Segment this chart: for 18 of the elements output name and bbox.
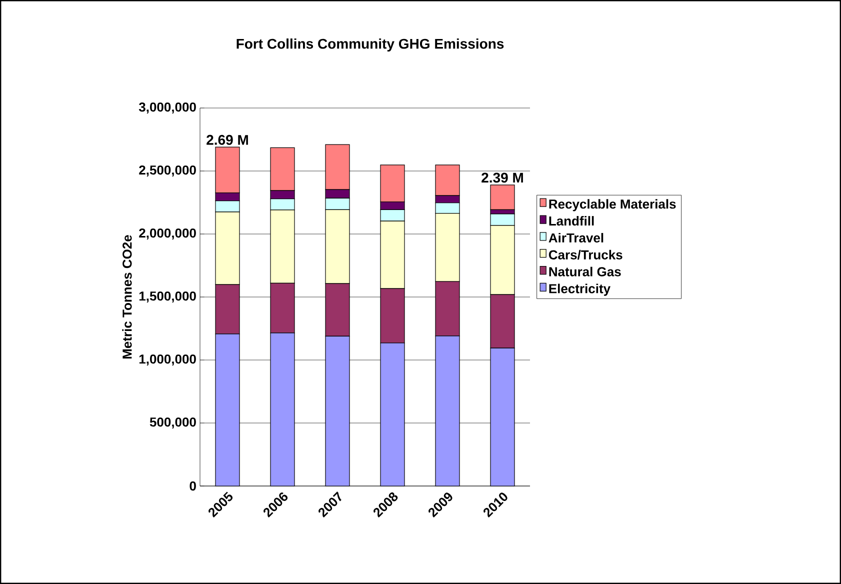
legend-label: Electricity xyxy=(549,284,610,296)
y-tick-label: 1,500,000 xyxy=(139,291,196,303)
y-axis-title: Metric Tonnes CO2e xyxy=(122,235,132,359)
legend-label: Cars/Trucks xyxy=(548,250,622,260)
legend-label: Landfill xyxy=(549,216,594,226)
annotation: 2.69 M xyxy=(206,134,248,145)
legend-label: AirTravel xyxy=(548,232,604,243)
y-tick-label: 2,000,000 xyxy=(139,228,196,240)
legend-label: Recyclable Materials xyxy=(549,199,676,212)
bar xyxy=(490,184,515,210)
y-tick-label: 3,000,000 xyxy=(138,102,196,114)
annotation: 2.39 M xyxy=(482,172,523,183)
legend-label: Natural Gas xyxy=(549,266,621,276)
chart-title: Fort Collins Community GHG Emissions xyxy=(236,38,504,52)
y-tick-label: 2,500,000 xyxy=(139,165,196,177)
y-tick-label: 500,000 xyxy=(150,417,196,429)
y-tick-label: 0 xyxy=(190,481,196,491)
y-tick-label: 1,000,000 xyxy=(139,354,196,366)
